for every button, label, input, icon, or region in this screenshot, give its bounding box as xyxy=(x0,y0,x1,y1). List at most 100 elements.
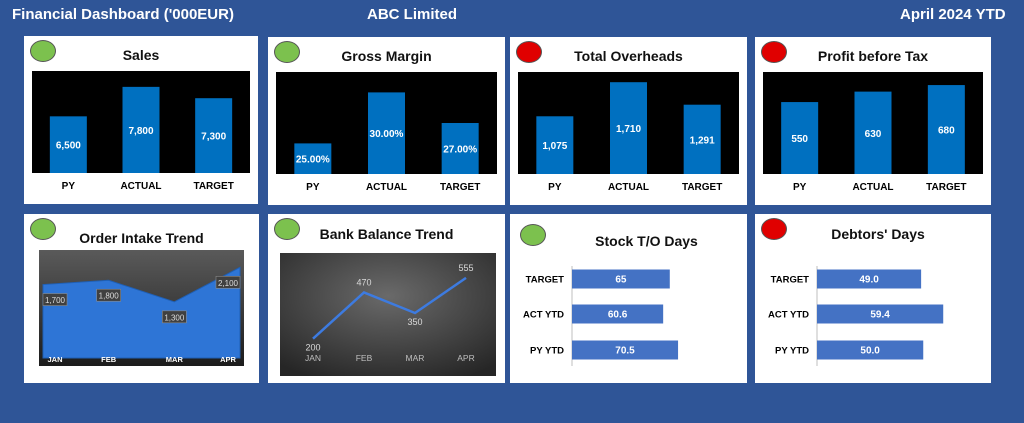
category-label: ACTUAL xyxy=(366,182,407,193)
bar xyxy=(817,340,924,360)
data-label: 1,300 xyxy=(164,313,185,322)
bar xyxy=(572,304,664,324)
data-label: 25.00% xyxy=(296,155,330,166)
category-label: PY YTD xyxy=(530,346,564,357)
data-label-box xyxy=(162,310,187,324)
category-label: TARGET xyxy=(193,181,233,192)
category-label: ACTUAL xyxy=(120,181,161,192)
data-label: 49.0 xyxy=(859,275,879,286)
chart-title: Sales xyxy=(122,47,160,63)
bar xyxy=(610,82,647,174)
status-indicator xyxy=(761,218,787,240)
dashboard-title: Financial Dashboard ('000EUR) xyxy=(12,6,234,23)
category-label: ACTUAL xyxy=(852,182,893,193)
card-gross-margin: Gross Margin 25.00% PY 30.00% ACTUAL 27.00% T… xyxy=(268,37,505,205)
data-label: 1,075 xyxy=(542,141,567,152)
bar xyxy=(572,340,679,360)
category-label: FEB xyxy=(101,355,117,364)
category-label: APR xyxy=(457,353,474,363)
bar xyxy=(781,102,819,174)
category-label: PY YTD xyxy=(775,346,809,357)
card-profit-before-tax: Profit before Tax 550 PY 630 ACTUAL 680 TARGE… xyxy=(755,37,991,205)
chart-title: Total Overheads xyxy=(574,48,683,64)
bar xyxy=(195,98,233,173)
category-label: FEB xyxy=(356,353,373,363)
category-label: ACT YTD xyxy=(768,310,809,321)
data-label: 70.5 xyxy=(615,346,635,357)
category-label: TARGET xyxy=(771,275,810,286)
bar xyxy=(536,116,574,174)
data-label: 30.00% xyxy=(370,129,404,140)
bar xyxy=(927,85,965,174)
chart-title: Order Intake Trend xyxy=(79,230,204,246)
status-indicator xyxy=(274,41,300,63)
category-label: PY xyxy=(548,182,562,193)
data-label: 7,800 xyxy=(128,126,153,137)
data-label-box xyxy=(42,293,68,306)
card-debtors-days: Debtors' Days 49.0 TARGET 59.4 ACT YTD 50.0 P… xyxy=(755,214,991,383)
bar xyxy=(441,123,479,174)
data-label: 60.6 xyxy=(608,310,628,321)
debtors-days-chart: 49.0 TARGET 59.4 ACT YTD 50.0 PY YTD xyxy=(768,266,944,366)
chart-title: Gross Margin xyxy=(341,48,432,64)
bar xyxy=(572,269,670,289)
category-label: MAR xyxy=(166,355,184,364)
bar xyxy=(122,86,160,173)
card-order-intake-trend: Order Intake Trend 1,700 JAN 1,800 FEB 1,300… xyxy=(24,214,259,383)
data-label: 6,500 xyxy=(56,141,81,152)
category-label: ACTUAL xyxy=(608,182,649,193)
data-label: 1,800 xyxy=(99,292,120,301)
category-label: ACT YTD xyxy=(523,310,564,321)
data-label-box xyxy=(215,275,241,289)
data-label: 2,100 xyxy=(218,279,239,288)
category-label: JAN xyxy=(47,355,62,364)
order-intake-chart: 1,700 JAN 1,800 FEB 1,300 MAR 2,100 APR xyxy=(39,250,244,366)
data-label: 65 xyxy=(615,275,627,286)
category-label: PY xyxy=(306,182,320,193)
data-label: 200 xyxy=(305,343,320,353)
plot-area xyxy=(280,253,496,376)
bar xyxy=(817,304,944,324)
status-indicator xyxy=(30,218,56,240)
status-indicator xyxy=(274,218,300,240)
data-label: 27.00% xyxy=(443,145,477,156)
category-label: TARGET xyxy=(526,275,565,286)
chart-title: Debtors' Days xyxy=(831,226,925,242)
data-label: 1,291 xyxy=(690,135,715,146)
stock-days-chart: 65 TARGET 60.6 ACT YTD 70.5 PY YTD xyxy=(523,266,679,366)
area-series xyxy=(42,266,241,359)
data-label: 550 xyxy=(791,134,808,145)
data-label: 1,710 xyxy=(616,124,641,135)
bar xyxy=(817,269,922,289)
data-label: 50.0 xyxy=(860,346,880,357)
data-label-box xyxy=(96,288,121,302)
total-overheads-chart: 1,075 PY 1,710 ACTUAL 1,291 TARGET xyxy=(518,72,739,193)
company-name: ABC Limited xyxy=(367,6,457,23)
data-label: 1,700 xyxy=(45,296,66,305)
category-label: APR xyxy=(220,355,236,364)
chart-title: Bank Balance Trend xyxy=(319,226,454,242)
card-bank-balance-trend: Bank Balance Trend 200 JAN 470 FEB 350 MAR 555… xyxy=(268,214,505,383)
data-label: 680 xyxy=(938,126,955,137)
profit-before-tax-chart: 550 PY 630 ACTUAL 680 TARGET xyxy=(763,72,983,193)
status-indicator xyxy=(30,40,56,62)
card-sales: Sales 6,500 PY 7,800 ACTUAL 7,300 TARGET xyxy=(24,36,258,204)
data-label: 555 xyxy=(458,263,473,273)
data-label: 59.4 xyxy=(870,310,890,321)
period-label: April 2024 YTD xyxy=(900,6,1006,23)
sales-chart: 6,500 PY 7,800 ACTUAL 7,300 TARGET xyxy=(32,71,250,192)
chart-title: Stock T/O Days xyxy=(595,233,698,249)
card-stock-days: Stock T/O Days 65 TARGET 60.6 ACT YTD 70.5 PY… xyxy=(510,214,747,383)
data-label: 470 xyxy=(356,277,371,287)
data-label: 350 xyxy=(407,317,422,327)
bar xyxy=(49,116,87,173)
category-label: JAN xyxy=(305,353,321,363)
status-indicator xyxy=(520,224,546,246)
line-series xyxy=(312,276,467,340)
status-indicator xyxy=(516,41,542,63)
category-label: TARGET xyxy=(682,182,722,193)
bar xyxy=(683,104,721,174)
category-label: MAR xyxy=(406,353,425,363)
bar xyxy=(294,143,332,174)
